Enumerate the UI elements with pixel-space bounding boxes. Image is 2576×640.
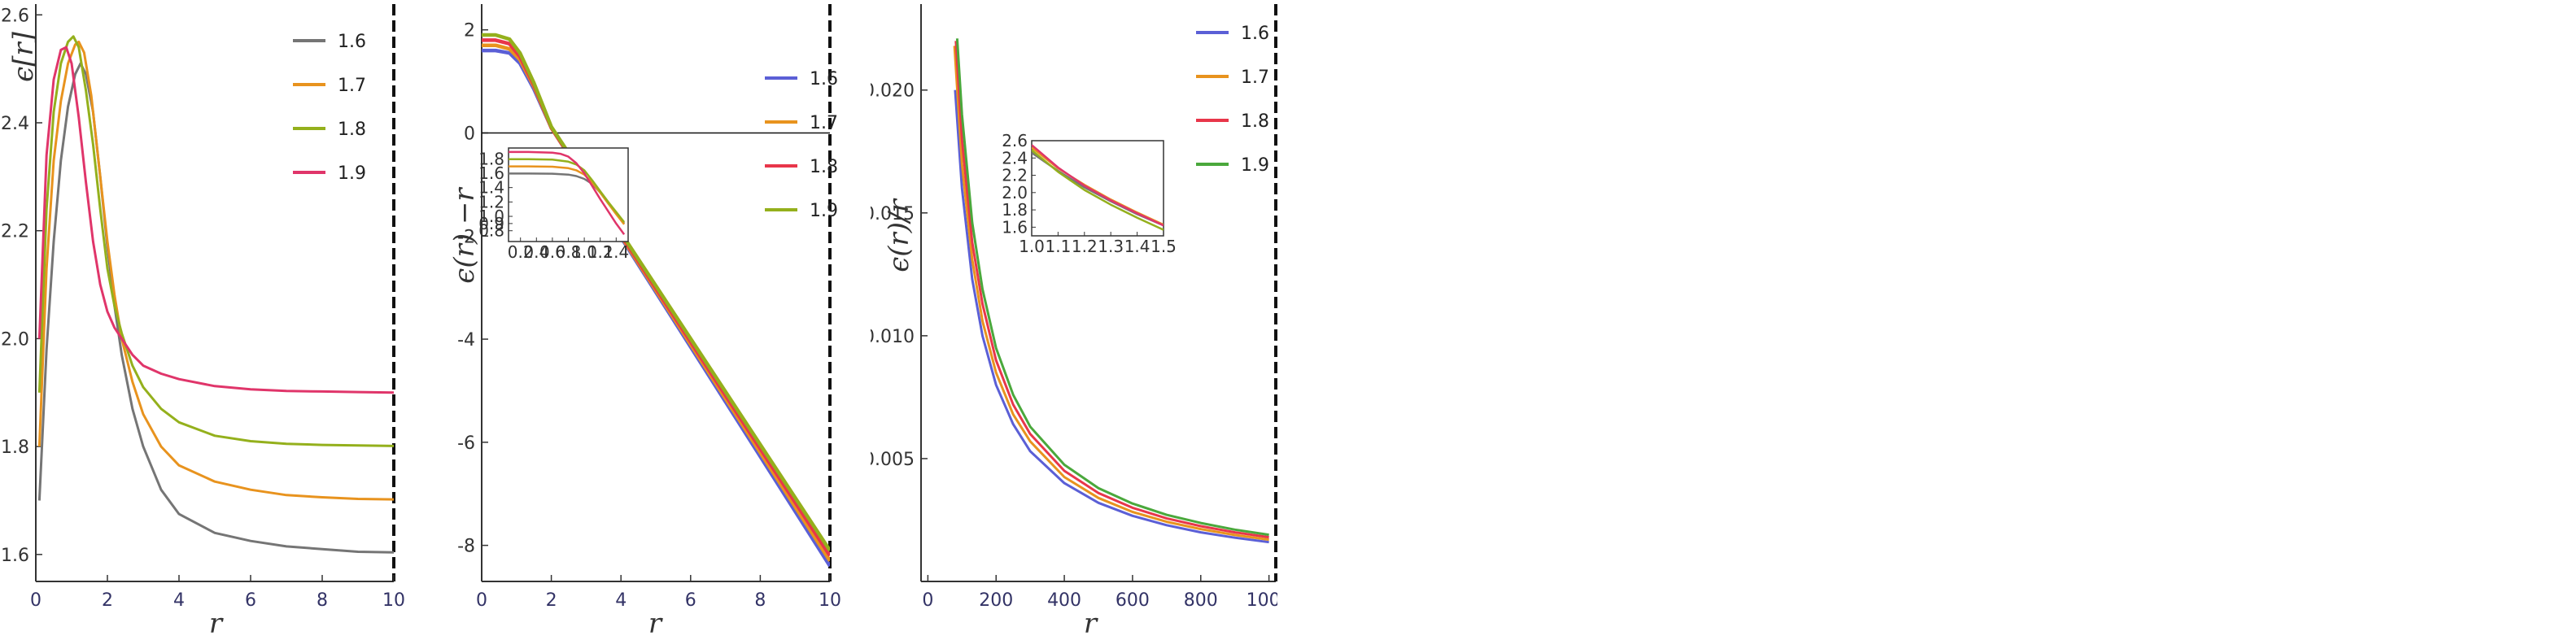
x-tick-label: 8: [754, 590, 766, 611]
inset-y-tick-label: 1.0: [478, 207, 504, 226]
inset-x-tick-label: 1.0: [1019, 237, 1045, 256]
inset-x-tick-label: 0.4: [523, 242, 549, 262]
x-axis-label: r: [1084, 607, 1098, 640]
y-tick-label: 2.6: [1, 6, 29, 26]
y-axis-label: ϵ(r)/r: [883, 198, 915, 272]
legend-label: 1.6: [1241, 24, 1269, 44]
inset-y-tick-label: 1.8: [1002, 200, 1028, 220]
series-line-1.6: [482, 48, 830, 568]
y-tick-label: 0: [464, 124, 475, 144]
inset-series-line: [509, 150, 626, 235]
x-tick-label: 6: [245, 590, 256, 611]
x-tick-label: 4: [615, 590, 627, 611]
x-tick-label: 1000: [1247, 590, 1277, 611]
series-line-1.9: [37, 46, 394, 394]
legend-label: 1.7: [810, 113, 838, 133]
inset-x-tick-label: 1.1: [1045, 237, 1071, 256]
y-tick-label: -2: [457, 227, 475, 247]
series-line-1.9: [482, 33, 830, 552]
legend-label: 1.9: [1241, 155, 1269, 176]
inset-x-tick-label: 1.4: [603, 242, 629, 262]
y-tick-label: 0.020: [871, 81, 915, 102]
x-axis-label: r: [209, 607, 224, 640]
y-tick-label: 2.2: [1, 222, 29, 242]
inset-x-tick-label: 1.5: [1150, 237, 1177, 256]
x-tick-label: 4: [173, 590, 185, 611]
y-tick-label: 0.015: [871, 204, 915, 224]
inset-x-tick-label: 0.2: [508, 242, 534, 262]
y-tick-label: 2: [464, 21, 475, 41]
inset-y-tick-label: 1.6: [1002, 217, 1028, 237]
svg-text:ϵ[r]: ϵ[r]: [7, 31, 40, 82]
y-axis-label: ϵ[r]: [7, 31, 40, 82]
y-tick-label: -4: [457, 330, 475, 350]
chart-panel-1: ϵ[r] r 0 2 4 6 8 10 1.6 1.8 2.0 2.2 2.4 2.6 1.6 1.7 1.…: [1, 4, 405, 640]
series-line-1.6: [954, 89, 1269, 544]
legend-label: 1.8: [810, 157, 838, 177]
legend-label: 1.9: [338, 163, 366, 184]
series-line-1.9: [955, 38, 1269, 537]
inset-x-tick-label: 1.2: [1072, 237, 1098, 256]
x-tick-label: 400: [1047, 590, 1081, 611]
inset-y-tick-label: 1.4: [478, 178, 504, 198]
x-axis-label: r: [648, 607, 663, 640]
x-tick-label: 2: [102, 590, 113, 611]
y-tick-label: 1.8: [1, 438, 29, 458]
x-tick-label: 200: [979, 590, 1013, 611]
y-tick-label: 2.4: [1, 114, 29, 134]
inset-frame: [1031, 140, 1164, 237]
x-tick-label: 600: [1116, 590, 1150, 611]
inset-y-tick-label: 1.8: [478, 149, 504, 168]
inset-y-tick-label: 2.6: [1002, 131, 1028, 150]
inset-y-tick-label: 2.0: [1002, 183, 1028, 202]
legend-label: 1.6: [810, 69, 838, 89]
inset-series-line: [1032, 144, 1164, 227]
y-tick-label: 2.0: [1, 329, 29, 350]
inset-y-tick-label: 2.4: [1002, 148, 1028, 168]
legend-label: 1.9: [810, 201, 838, 221]
inset-series-line: [509, 158, 626, 223]
y-tick-label: 0.005: [871, 450, 915, 470]
y-tick-label: -8: [457, 537, 475, 557]
inset-y-tick-label: 2.2: [1002, 166, 1028, 185]
legend-label: 1.8: [338, 120, 366, 140]
inset-x-tick-label: 1.0: [571, 242, 597, 262]
inset-x-tick-label: 1.2: [587, 242, 613, 262]
y-axis-label: ϵ(r) −r: [448, 187, 481, 284]
inset-frame: [508, 147, 629, 242]
legend-label: 1.8: [1241, 111, 1269, 132]
y-tick-label: 1.6: [1, 546, 29, 566]
x-tick-label: 800: [1184, 590, 1218, 611]
series-line-1.7: [953, 46, 1269, 542]
series-line-1.7: [37, 40, 394, 501]
inset-x-tick-label: 1.4: [1124, 237, 1150, 256]
inset-y-tick-label: 1.6: [478, 163, 504, 183]
inset-y-tick-label: 1.2: [478, 192, 504, 211]
y-tick-label: -6: [457, 433, 475, 454]
inset-x-tick-label: 0.8: [556, 242, 582, 262]
inset-series-line: [1032, 149, 1164, 231]
y-tick-label: 0.010: [871, 327, 915, 347]
chart-panel-2: ϵ(r) −r r 0 2 4 6 8 10 2 0 -2 -4 -6 -8 1.6 1.7 1.8 1.9 0…: [448, 4, 841, 640]
series-line-1.8: [954, 41, 1269, 539]
inset-x-tick-label: 0.6: [539, 242, 565, 262]
x-tick-label: 0: [30, 590, 41, 611]
legend-label: 1.7: [338, 76, 366, 96]
x-tick-label: 0: [476, 590, 487, 611]
series-line-1.8: [482, 38, 830, 557]
x-tick-label: 10: [819, 590, 841, 611]
svg-text:ϵ(r)/r: ϵ(r)/r: [883, 198, 915, 272]
svg-text:ϵ(r) −r: ϵ(r) −r: [448, 187, 481, 284]
legend-label: 1.7: [1241, 67, 1269, 88]
x-tick-label: 2: [546, 590, 557, 611]
chart-panel-3: ϵ(r)/r r 0 200 400 600 800 1000 0.005 0.010 0.01…: [871, 4, 1277, 640]
x-tick-label: 8: [317, 590, 328, 611]
x-tick-label: 6: [685, 590, 696, 611]
inset-y-tick-label: 0.9: [478, 214, 504, 233]
inset-x-tick-label: 1.3: [1098, 237, 1124, 256]
x-tick-label: 10: [382, 590, 405, 611]
legend-label: 1.6: [338, 32, 366, 52]
inset-y-tick-label: 0.8: [478, 221, 504, 241]
x-tick-label: 0: [922, 590, 933, 611]
